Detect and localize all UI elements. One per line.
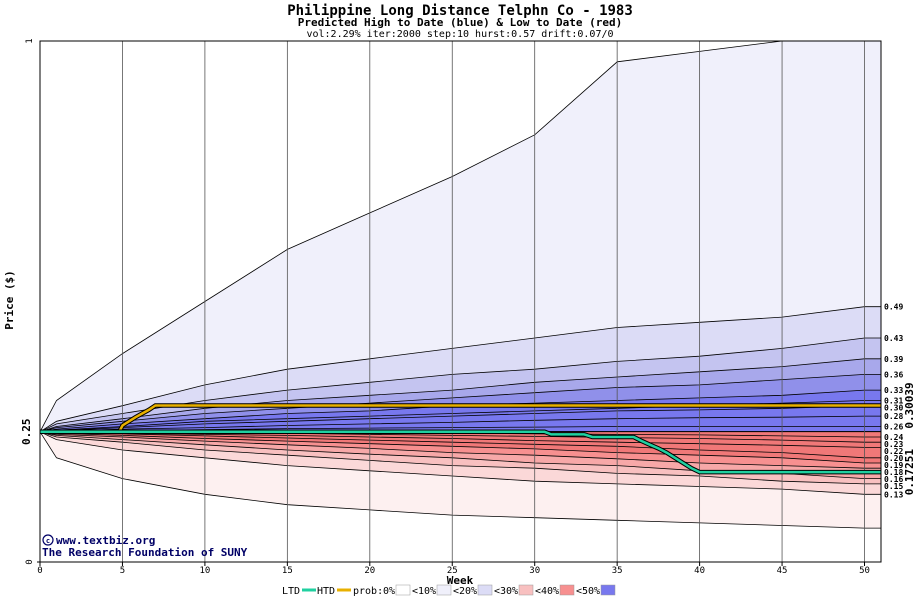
current-high-label: 0.30039: [903, 382, 916, 428]
copyright-icon: [42, 534, 54, 546]
legend-item-label-0: 0%: [383, 586, 395, 597]
legend: LTD HTD prob: 0% <10% <20% <30% <40% <50%: [282, 584, 616, 597]
right-label-11: 0.22: [884, 447, 903, 456]
x-tick-label-2: 10: [199, 566, 210, 576]
legend-item-label-2: <20%: [453, 586, 477, 597]
copyright-icon-letter: c: [46, 537, 50, 545]
legend-item-swatch-3: [518, 584, 534, 596]
legend-htd-label: HTD: [317, 586, 335, 597]
plot-frame: [39, 40, 882, 563]
right-label-9: 0.24: [884, 433, 903, 442]
legend-item-swatch-1: [436, 584, 452, 596]
chart-subtitle: Predicted High to Date (blue) & Low to D…: [298, 16, 623, 29]
legend-item-swatch-0: [395, 584, 411, 596]
credits: c www.textbiz.org The Research Foundatio…: [42, 534, 248, 559]
right-label-17: 0.13: [884, 490, 903, 499]
right-label-13: 0.19: [884, 461, 903, 470]
legend-item-swatch-4: [559, 584, 575, 596]
right-label-7: 0.28: [884, 412, 903, 421]
chart-title: Philippine Long Distance Telphn Co - 198…: [287, 3, 633, 19]
legend-item-label-5: <50%: [576, 586, 600, 597]
legend-item-swatch-5: [600, 584, 616, 596]
right-label-16: 0.15: [884, 482, 903, 491]
right-label-14: 0.18: [884, 468, 903, 477]
x-tick-label-1: 5: [120, 566, 125, 576]
x-tick-label-10: 50: [859, 566, 870, 576]
x-tick-label-6: 30: [529, 566, 540, 576]
series-line-ltd: [40, 430, 881, 474]
right-label-5: 0.31: [884, 396, 903, 405]
chart-params: vol:2.29% iter:2000 step:10 hurst:0.57 d…: [306, 29, 613, 40]
right-label-12: 0.20: [884, 454, 903, 463]
right-label-6: 0.30: [884, 403, 903, 412]
y-tick-label-0: 0: [25, 559, 35, 564]
x-tick-label-4: 20: [364, 566, 375, 576]
legend-item-swatch-2: [477, 584, 493, 596]
credit-url[interactable]: www.textbiz.org: [56, 534, 155, 547]
x-tick-label-9: 45: [777, 566, 788, 576]
legend-prob-label: prob:: [353, 586, 383, 597]
credit-org: The Research Foundation of SUNY: [42, 546, 248, 559]
y-axis-label: Price ($): [3, 270, 16, 330]
legend-item-label-1: <10%: [412, 586, 436, 597]
legend-item-label-4: <40%: [535, 586, 559, 597]
right-label-2: 0.39: [884, 355, 903, 364]
right-label-15: 0.16: [884, 475, 903, 484]
right-label-8: 0.26: [884, 423, 903, 432]
plot-area: 0 5 10 15 20 25 30 35 40 45 50 0 1 0.49 0.43 0.39 0.36 0.…: [25, 38, 903, 576]
start-price-label: 0.25: [20, 419, 33, 446]
x-tick-label-8: 40: [694, 566, 705, 576]
x-tick-label-7: 35: [612, 566, 623, 576]
right-label-3: 0.36: [884, 370, 903, 379]
y-tick-label-1: 1: [25, 38, 35, 43]
right-label-1: 0.43: [884, 334, 903, 343]
right-label-0: 0.49: [884, 303, 903, 312]
x-tick-label-5: 25: [447, 566, 458, 576]
legend-ltd-label: LTD: [282, 586, 300, 597]
x-tick-label-0: 0: [37, 566, 42, 576]
x-tick-label-3: 15: [282, 566, 293, 576]
current-low-label: 0.17251: [903, 449, 916, 496]
x-axis-label: Week: [447, 574, 474, 587]
right-label-4: 0.33: [884, 386, 903, 395]
right-label-10: 0.23: [884, 440, 903, 449]
legend-item-label-3: <30%: [494, 586, 518, 597]
